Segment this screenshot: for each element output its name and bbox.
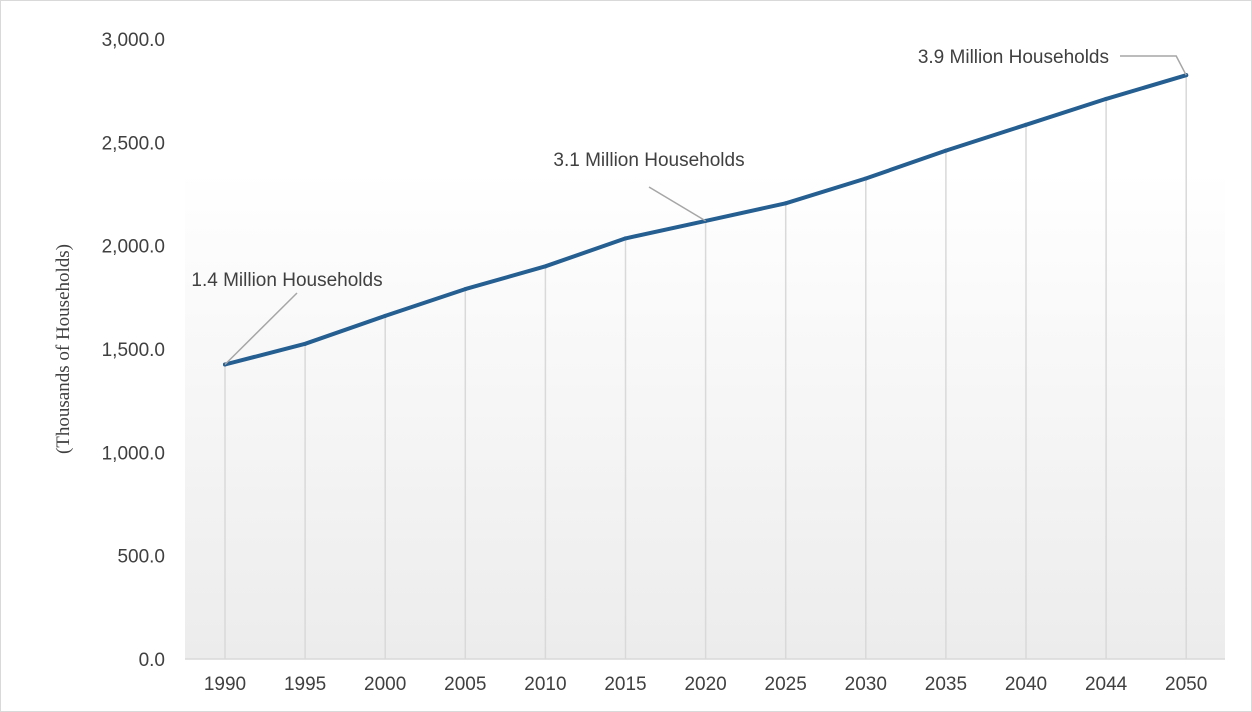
data-point-2000 — [383, 313, 388, 318]
x-tick-label: 2030 — [845, 674, 887, 695]
annotations: 1.4 Million Households 3.1 Million Househ… — [191, 47, 1187, 366]
annotation-label: 3.1 Million Households — [553, 150, 744, 171]
x-tick-label: 2015 — [604, 674, 646, 695]
annotation-leader-line — [648, 186, 706, 222]
gridlines — [224, 75, 1187, 659]
y-axis-title: (Thousands of Households) — [53, 244, 74, 454]
y-tick-label: 3,000.0 — [102, 30, 165, 51]
data-point-2015 — [623, 236, 628, 241]
data-point-2010 — [543, 264, 548, 269]
y-tick-label: 2,500.0 — [102, 133, 165, 154]
annotation-leader-line — [224, 292, 298, 366]
x-tick-label: 2040 — [1005, 674, 1047, 695]
x-tick-label: 2005 — [444, 674, 486, 695]
data-point-2035 — [943, 148, 948, 153]
y-tick-label: 1,500.0 — [102, 340, 165, 361]
x-tick-label: 2044 — [1085, 674, 1128, 695]
x-tick-label: 2025 — [765, 674, 807, 695]
data-point-2030 — [863, 176, 868, 181]
y-tick-label: 0.0 — [139, 650, 165, 671]
x-tick-label: 2050 — [1165, 674, 1207, 695]
y-tick-label: 2,000.0 — [102, 237, 165, 258]
axes: 1990 1995 2000 2005 2010 2015 2020 2025 2030 2035… — [102, 30, 1225, 695]
x-tick-label: 1990 — [204, 674, 246, 695]
x-tick-label: 1995 — [284, 674, 326, 695]
x-tick-label: 2020 — [684, 674, 726, 695]
series-layer — [223, 73, 1189, 367]
data-point-2005 — [463, 287, 468, 292]
data-point-2040 — [1024, 122, 1028, 127]
y-tick-label: 1,000.0 — [102, 443, 165, 464]
x-tick-label: 2010 — [524, 674, 566, 695]
annotation-leader-line — [1120, 55, 1187, 76]
data-point-2025 — [783, 201, 788, 206]
x-tick-label: 2000 — [364, 674, 406, 695]
data-point-2044 — [1104, 96, 1109, 101]
data-point-1995 — [303, 341, 308, 346]
y-tick-label: 500.0 — [117, 547, 165, 568]
annotation-label: 1.4 Million Households — [191, 270, 382, 291]
x-tick-label: 2035 — [925, 674, 967, 695]
annotation-label: 3.9 Million Households — [918, 47, 1109, 68]
